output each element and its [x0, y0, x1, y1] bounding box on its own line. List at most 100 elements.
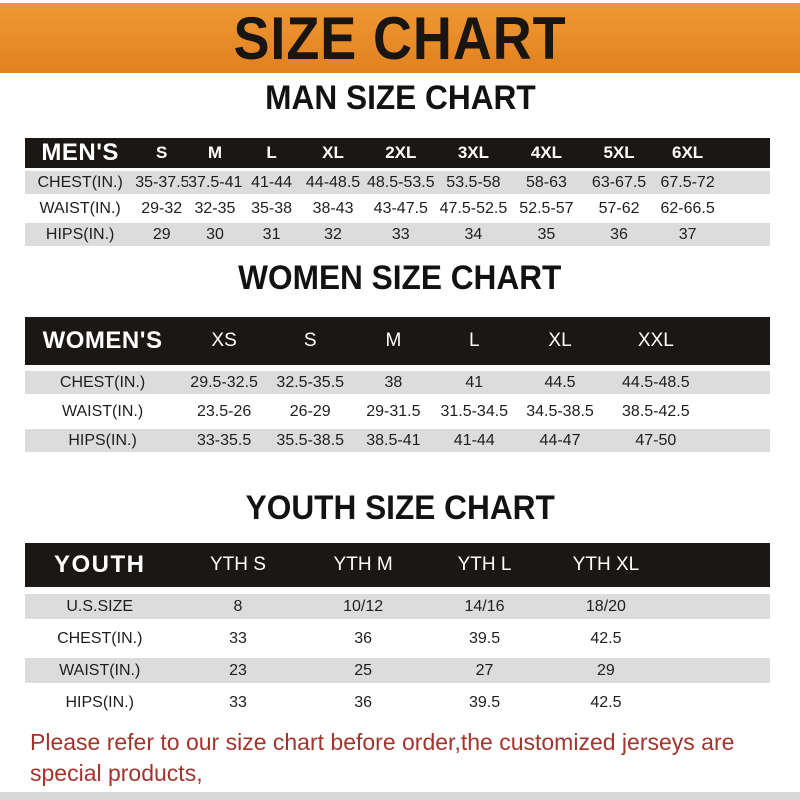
cell-value: 26-29	[289, 402, 331, 420]
cell-value: 23	[229, 661, 247, 679]
cell-value: 8	[233, 597, 243, 615]
cell-value: 35.5-38.5	[276, 431, 345, 449]
women-section-heading-text: WOMEN SIZE CHART	[238, 258, 562, 297]
cell-value: 38.5-42.5	[622, 402, 690, 420]
cell-value: 29-31.5	[366, 402, 421, 420]
women-table-label: WOMEN'S	[42, 327, 163, 354]
women-size-table-container: WOMEN'S XS S M L XL XXL CHEST(IN.) 29.5-32.5 32.5…	[25, 311, 770, 458]
table-row: HIPS(IN.) 33-35.5 35.5-38.5 38.5-41 41-44 44-…	[25, 429, 770, 452]
cell-value: 44-47	[539, 431, 581, 449]
row-label: HIPS(IN.)	[68, 431, 137, 449]
table-row: CHEST(IN.) 29.5-32.5 32.5-35.5 38 41 44.5 44.5…	[25, 371, 770, 394]
women-section-heading: WOMEN SIZE CHART	[0, 258, 800, 297]
cell-value: 53.5-58	[446, 173, 501, 191]
table-row: HIPS(IN.) 29 30 31 32 33 34 35 36 37	[25, 223, 770, 246]
cell-value: 29-32	[141, 199, 183, 217]
filler-cell	[668, 658, 770, 683]
cell-value: 44.5	[544, 373, 576, 391]
cell-value: 32	[324, 225, 342, 243]
row-label: WAIST(IN.)	[61, 402, 144, 420]
youth-size-table: YOUTH YTH S YTH M YTH L YTH XL U.S.SIZE 8 10/12…	[25, 536, 770, 722]
row-label: WAIST(IN.)	[59, 661, 141, 679]
column-header: 6XL	[672, 143, 704, 162]
cell-value: 41	[465, 373, 484, 391]
footer-disclaimer-line1: Please refer to our size chart before or…	[30, 729, 735, 786]
youth-size-table-container: YOUTH YTH S YTH M YTH L YTH XL U.S.SIZE 8 10/12…	[25, 536, 770, 722]
filler-cell	[668, 626, 770, 651]
youth-header-row: YOUTH YTH S YTH M YTH L YTH XL	[25, 543, 770, 587]
bottom-edge-strip	[0, 792, 800, 800]
banner-title: SIZE CHART	[233, 4, 567, 72]
cell-value: 27	[475, 661, 494, 679]
women-size-table: WOMEN'S XS S M L XL XXL CHEST(IN.) 29.5-32.5 32.5…	[25, 311, 770, 458]
size-chart-banner: SIZE CHART	[0, 3, 800, 73]
cell-value: 67.5-72	[660, 173, 715, 191]
column-header: 3XL	[457, 143, 490, 162]
filler-cell	[668, 690, 770, 715]
column-header: 2XL	[385, 143, 417, 162]
table-row: HIPS(IN.) 33 36 39.5 42.5	[25, 690, 770, 715]
cell-value: 18/20	[585, 597, 626, 615]
cell-value: 48.5-53.5	[367, 173, 435, 191]
column-header: XS	[211, 330, 237, 351]
filler-cell	[720, 197, 770, 220]
column-header: L	[468, 330, 480, 351]
men-size-table-container: MEN'S S M L XL 2XL 3XL 4XL 5XL 6XL CHEST(IN.) 35-37…	[25, 135, 770, 249]
cell-value: 38.5-41	[366, 431, 421, 449]
row-label: HIPS(IN.)	[45, 225, 115, 243]
youth-section-heading: YOUTH SIZE CHART	[0, 488, 800, 527]
column-header: YTH S	[209, 554, 266, 575]
column-header: XL	[322, 143, 344, 162]
column-header: YTH XL	[572, 554, 640, 575]
table-row: WAIST(IN.) 29-32 32-35 35-38 38-43 43-47.5 47.…	[25, 197, 770, 220]
cell-value: 33	[229, 693, 247, 711]
column-header: 5XL	[603, 143, 635, 162]
cell-value: 34.5-38.5	[526, 402, 594, 420]
cell-value: 37	[678, 225, 697, 243]
cell-value: 36	[354, 693, 372, 711]
column-header: L	[266, 143, 277, 162]
table-row: CHEST(IN.) 33 36 39.5 42.5	[25, 626, 770, 651]
row-label: U.S.SIZE	[66, 597, 134, 615]
table-row: U.S.SIZE 8 10/12 14/16 18/20	[25, 594, 770, 619]
cell-value: 36	[610, 225, 628, 243]
cell-value: 41-44	[251, 173, 293, 191]
cell-value: 43-47.5	[373, 199, 428, 217]
cell-value: 10/12	[343, 597, 384, 615]
cell-value: 32-35	[194, 199, 236, 217]
cell-value: 58-63	[525, 173, 567, 191]
cell-value: 41-44	[453, 431, 495, 449]
column-header: XXL	[637, 330, 674, 351]
column-header: YTH M	[333, 554, 393, 575]
cell-value: 33	[229, 629, 247, 647]
cell-value: 33	[391, 225, 410, 243]
cell-value: 39.5	[468, 629, 501, 647]
filler-cell	[720, 223, 770, 246]
cell-value: 44-48.5	[305, 173, 361, 191]
cell-value: 14/16	[464, 597, 505, 615]
cell-value: 38-43	[312, 199, 354, 217]
column-header: XL	[548, 330, 572, 351]
filler-cell	[720, 171, 770, 194]
table-row: CHEST(IN.) 35-37.5 37.5-41 41-44 44-48.5 48.5…	[25, 171, 770, 194]
cell-value: 62-66.5	[660, 199, 715, 217]
row-label: WAIST(IN.)	[39, 199, 121, 217]
cell-value: 52.5-57	[519, 199, 574, 217]
filler-cell	[668, 594, 770, 619]
men-section-heading-text: MAN SIZE CHART	[264, 78, 536, 117]
cell-value: 35-37.5	[135, 173, 189, 191]
youth-section-heading-text: YOUTH SIZE CHART	[245, 488, 555, 527]
filler-cell	[720, 138, 770, 168]
table-row: WAIST(IN.) 23 25 27 29	[25, 658, 770, 683]
cell-value: 44.5-48.5	[622, 373, 690, 391]
cell-value: 31	[262, 225, 281, 243]
filler-cell	[668, 543, 770, 587]
cell-value: 63-67.5	[591, 173, 647, 191]
table-row: WAIST(IN.) 23.5-26 26-29 29-31.5 31.5-34.5 34…	[25, 400, 770, 423]
column-header: S	[303, 330, 317, 351]
column-header: S	[156, 143, 168, 162]
women-header-row: WOMEN'S XS S M L XL XXL	[25, 317, 770, 365]
men-size-table: MEN'S S M L XL 2XL 3XL 4XL 5XL 6XL CHEST(IN.) 35-37…	[25, 135, 770, 249]
filler-cell	[706, 371, 770, 394]
cell-value: 33-35.5	[196, 431, 252, 449]
